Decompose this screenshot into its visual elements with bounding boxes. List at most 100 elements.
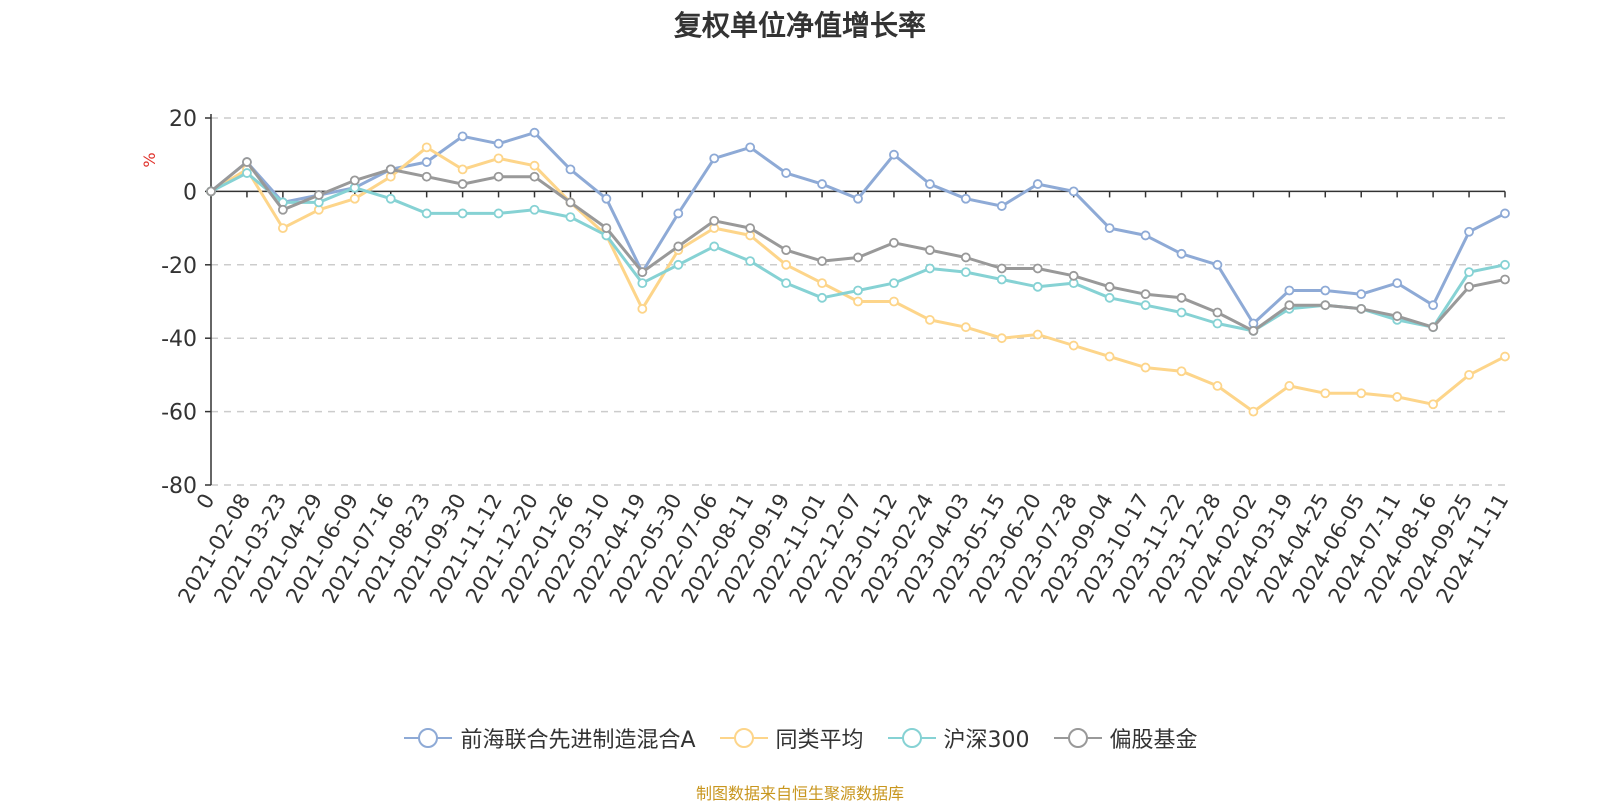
y-tick-label: -60 <box>161 401 197 426</box>
series-1-point <box>529 127 540 138</box>
series-3-point <box>1140 300 1151 311</box>
series-4-point <box>1392 311 1403 322</box>
legend-item-3[interactable]: 沪深300 <box>886 722 1030 754</box>
series-4-point <box>493 171 504 182</box>
series-2-point <box>637 303 648 314</box>
series-4-point <box>1356 303 1367 314</box>
series-2-point <box>853 296 863 307</box>
series-4-point <box>1320 300 1331 311</box>
series-1-point <box>421 157 432 167</box>
series-4-point <box>817 256 827 267</box>
series-3-point <box>457 208 468 219</box>
series-4-point <box>242 157 252 167</box>
series-3-point <box>1104 292 1115 303</box>
series-4-point <box>1212 307 1223 318</box>
series-4-point <box>313 190 324 200</box>
series-3-point <box>529 204 540 215</box>
y-axis-label: % <box>140 152 159 167</box>
series-1-point <box>1428 300 1439 311</box>
series-4-point <box>1176 292 1187 303</box>
series-1-point <box>1356 289 1367 300</box>
series-4-point <box>1284 300 1295 311</box>
legend-symbol-icon <box>887 728 936 748</box>
series-2-point <box>996 333 1007 344</box>
series-2-point <box>1428 399 1439 410</box>
series-3-point <box>1464 267 1474 278</box>
series-1-point <box>1464 226 1474 237</box>
legend-item-4[interactable]: 偏股基金 <box>1052 722 1198 754</box>
series-1-point <box>1392 278 1403 289</box>
series-2-point <box>1212 381 1223 391</box>
series-2-point <box>349 193 360 204</box>
series-1-point <box>1320 285 1331 296</box>
series-1-point <box>673 208 684 219</box>
y-tick-label: -80 <box>161 474 197 499</box>
series-3-point <box>996 274 1007 285</box>
series-4-point <box>529 171 540 182</box>
series-4-point <box>924 245 935 256</box>
legend-label: 沪深300 <box>943 728 1030 753</box>
legend-item-1[interactable]: 前海联合先进制造混合A <box>402 722 696 754</box>
series-4-point <box>1032 263 1043 274</box>
series-1-point <box>601 193 612 204</box>
series-2-point <box>1104 351 1115 362</box>
series-4-point <box>709 215 720 226</box>
series-1-point <box>924 179 935 189</box>
series-1-point <box>1140 230 1151 241</box>
series-line-2 <box>210 145 1506 414</box>
legend-label: 同类平均 <box>775 728 864 753</box>
series-2-point <box>1284 381 1295 391</box>
series-2-point <box>1356 388 1367 399</box>
series-2-point <box>1140 362 1151 373</box>
legend: 前海联合先进制造混合A 同类平均 沪深300 偏股基金 <box>0 722 1600 754</box>
series-4-point <box>781 245 792 256</box>
series-4-point <box>601 223 612 234</box>
series-1-point <box>1104 223 1115 234</box>
series-4-point <box>1104 281 1115 292</box>
series-3-point <box>242 168 252 178</box>
series-4-point <box>745 223 756 234</box>
series-1-point <box>1176 248 1187 259</box>
series-2-point <box>457 164 468 175</box>
series-2-point <box>781 259 792 270</box>
series-4-point <box>1428 322 1439 333</box>
x-tick-label: 0 <box>192 490 219 514</box>
series-4-point <box>565 197 576 208</box>
series-3-point <box>637 278 648 289</box>
legend-label: 偏股基金 <box>1109 728 1198 753</box>
series-4-point <box>385 164 396 175</box>
series-3-point <box>853 285 863 296</box>
series-2-point <box>1392 392 1403 402</box>
legend-symbol-icon <box>404 728 453 748</box>
series-2-point <box>1032 329 1043 340</box>
series-1-point <box>493 138 504 149</box>
series-4-point <box>1500 274 1510 285</box>
series-4-point <box>1248 325 1259 336</box>
series-3-point <box>817 292 827 303</box>
series-4-point <box>206 186 216 197</box>
series-4-point <box>673 241 684 252</box>
series-4-point <box>421 171 432 182</box>
series-4-point <box>960 252 971 263</box>
series-2-point <box>1464 369 1474 380</box>
series-1-point <box>1212 259 1223 270</box>
legend-label: 前海联合先进制造混合A <box>460 728 696 753</box>
legend-item-2[interactable]: 同类平均 <box>718 722 864 754</box>
line-chart: 200-20-40-60-80%02021-02-082021-03-23202… <box>140 107 1513 607</box>
y-tick-label: 0 <box>183 180 197 205</box>
series-2-point <box>924 314 935 325</box>
series-2-point <box>529 160 540 171</box>
series-3-point <box>565 212 576 222</box>
y-tick-label: -20 <box>161 254 197 279</box>
source-note: 制图数据来自恒生聚源数据库 <box>695 784 904 803</box>
series-1-point <box>853 193 863 204</box>
series-3-point <box>709 241 720 252</box>
series-2-point <box>1176 366 1187 377</box>
series-1-point <box>1500 208 1510 219</box>
series-3-point <box>673 259 684 270</box>
series-3-point <box>889 278 899 289</box>
series-3-point <box>1176 307 1187 318</box>
series-1-point <box>1032 179 1043 189</box>
y-tick-label: 20 <box>169 107 197 132</box>
series-2-point <box>493 153 504 164</box>
